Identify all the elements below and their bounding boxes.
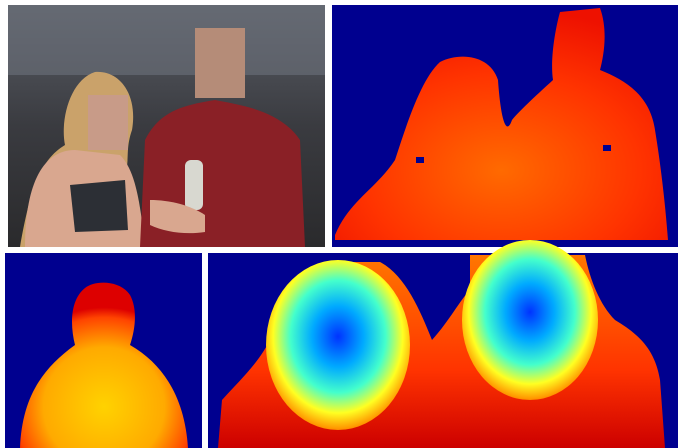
heatmap-panel	[208, 240, 678, 448]
bottle	[185, 160, 203, 210]
depth-hole	[416, 157, 424, 163]
woman-face-pixelated	[88, 95, 128, 150]
woman-top	[70, 180, 128, 232]
crowd	[8, 5, 325, 75]
figure	[0, 0, 680, 448]
depth-panel	[332, 5, 678, 247]
heatmap-blob-right	[462, 240, 598, 400]
depth-hole	[603, 145, 611, 151]
silhouette-panel	[5, 253, 202, 448]
page: (() => { const data = JSON.parse(documen…	[0, 0, 680, 448]
heatmap-blob-left	[266, 260, 410, 430]
photo-panel	[8, 5, 325, 247]
man-face-pixelated	[195, 28, 245, 98]
